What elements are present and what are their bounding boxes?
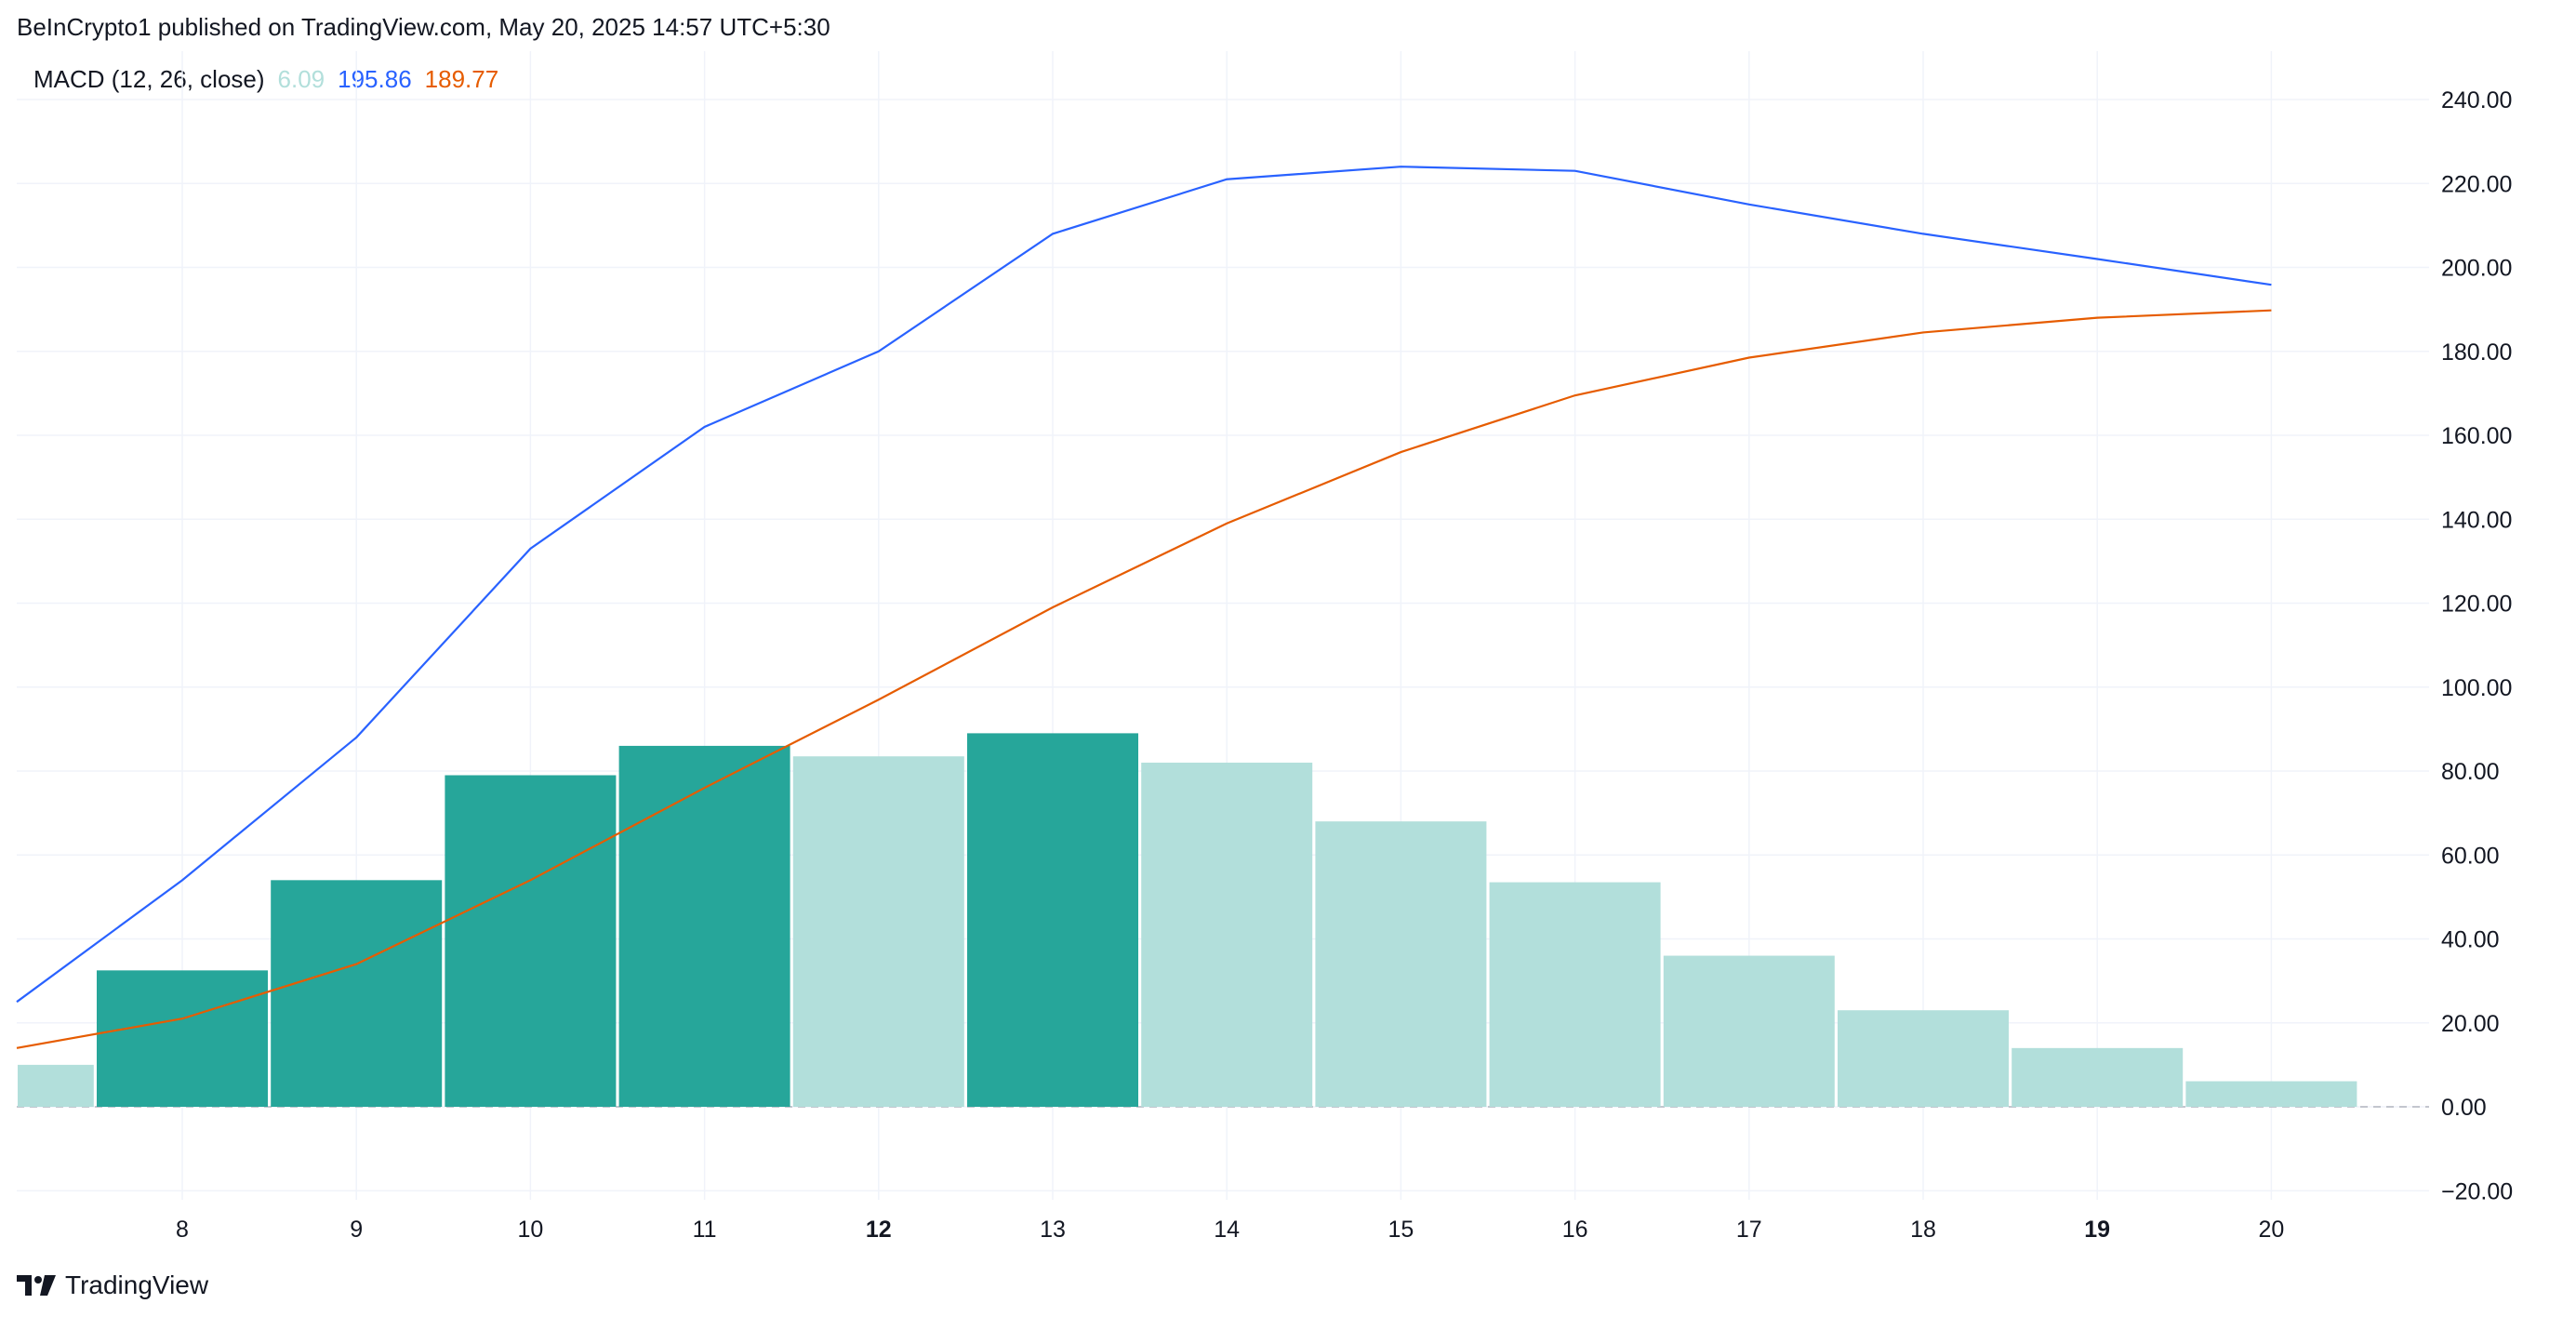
x-tick-label: 8 bbox=[176, 1217, 189, 1243]
x-tick-label: 18 bbox=[1910, 1217, 1936, 1243]
y-tick-label: 200.00 bbox=[2441, 256, 2512, 282]
histogram-bar bbox=[271, 880, 443, 1107]
y-tick-label: 140.00 bbox=[2441, 507, 2512, 533]
y-tick-label: 40.00 bbox=[2441, 927, 2500, 953]
y-tick-label: −20.00 bbox=[2441, 1178, 2513, 1204]
x-tick-label: 16 bbox=[1562, 1217, 1588, 1243]
histogram-bar bbox=[792, 756, 964, 1107]
x-tick-label: 13 bbox=[1040, 1217, 1066, 1243]
x-tick-label: 12 bbox=[866, 1217, 892, 1243]
y-tick-label: 220.00 bbox=[2441, 171, 2512, 197]
x-tick-label: 9 bbox=[350, 1217, 363, 1243]
y-tick-label: 60.00 bbox=[2441, 843, 2500, 869]
histogram-bar bbox=[2012, 1047, 2184, 1107]
histogram-bars bbox=[18, 733, 2357, 1107]
publish-attribution: BeInCrypto1 published on TradingView.com… bbox=[17, 13, 830, 41]
histogram-bar bbox=[445, 775, 617, 1107]
macd-chart[interactable]: 240.00220.00200.00180.00160.00140.00120.… bbox=[0, 0, 2576, 1265]
y-axis[interactable]: 240.00 220.00 200.00 180.00 160.00 140.00 120.… bbox=[2441, 87, 2513, 1204]
x-tick-label: 17 bbox=[1736, 1217, 1762, 1243]
x-tick-label: 14 bbox=[1214, 1217, 1240, 1243]
y-tick-label: 100.00 bbox=[2441, 675, 2512, 701]
x-tick-label: 19 bbox=[2084, 1217, 2110, 1243]
y-tick-label: 180.00 bbox=[2441, 339, 2512, 366]
histogram-bar bbox=[1663, 955, 1835, 1107]
signal-line bbox=[16, 309, 2272, 1049]
signal-value: 189.77 bbox=[424, 65, 499, 93]
histogram-bar bbox=[1315, 821, 1487, 1107]
histogram-bar bbox=[1141, 762, 1313, 1107]
y-tick-label: 240.00 bbox=[2441, 87, 2512, 113]
y-tick-label: 80.00 bbox=[2441, 759, 2500, 785]
x-tick-label: 11 bbox=[693, 1217, 717, 1243]
x-tick-label: 10 bbox=[517, 1217, 543, 1243]
histogram-bar bbox=[18, 1064, 94, 1107]
tradingview-logo-icon bbox=[17, 1275, 56, 1296]
histogram-bar bbox=[1838, 1010, 2009, 1107]
y-tick-label: 20.00 bbox=[2441, 1011, 2500, 1037]
histogram-bar bbox=[1489, 882, 1661, 1107]
macd-value: 195.86 bbox=[338, 65, 412, 93]
histogram-bar bbox=[97, 970, 268, 1107]
histogram-bar bbox=[2185, 1081, 2357, 1107]
indicator-legend: MACD (12, 26, close) 6.09 195.86 189.77 bbox=[33, 65, 511, 94]
histogram-value: 6.09 bbox=[277, 65, 325, 93]
x-axis[interactable]: 8 9 10 11 12 13 14 15 16 17 18 19 20 bbox=[176, 1217, 2284, 1243]
y-tick-label: 120.00 bbox=[2441, 592, 2512, 618]
histogram-bar bbox=[618, 745, 790, 1107]
x-tick-label: 20 bbox=[2258, 1217, 2284, 1243]
tradingview-branding[interactable]: TradingView bbox=[17, 1270, 208, 1300]
y-tick-label: 160.00 bbox=[2441, 423, 2512, 449]
indicator-name[interactable]: MACD (12, 26, close) bbox=[33, 65, 265, 93]
y-tick-label: 0.00 bbox=[2441, 1095, 2487, 1121]
macd-line bbox=[16, 166, 2272, 1004]
x-tick-label: 15 bbox=[1388, 1217, 1414, 1243]
indicator-lines bbox=[16, 166, 2272, 1049]
histogram-bar bbox=[967, 733, 1138, 1107]
brand-name: TradingView bbox=[65, 1270, 209, 1299]
